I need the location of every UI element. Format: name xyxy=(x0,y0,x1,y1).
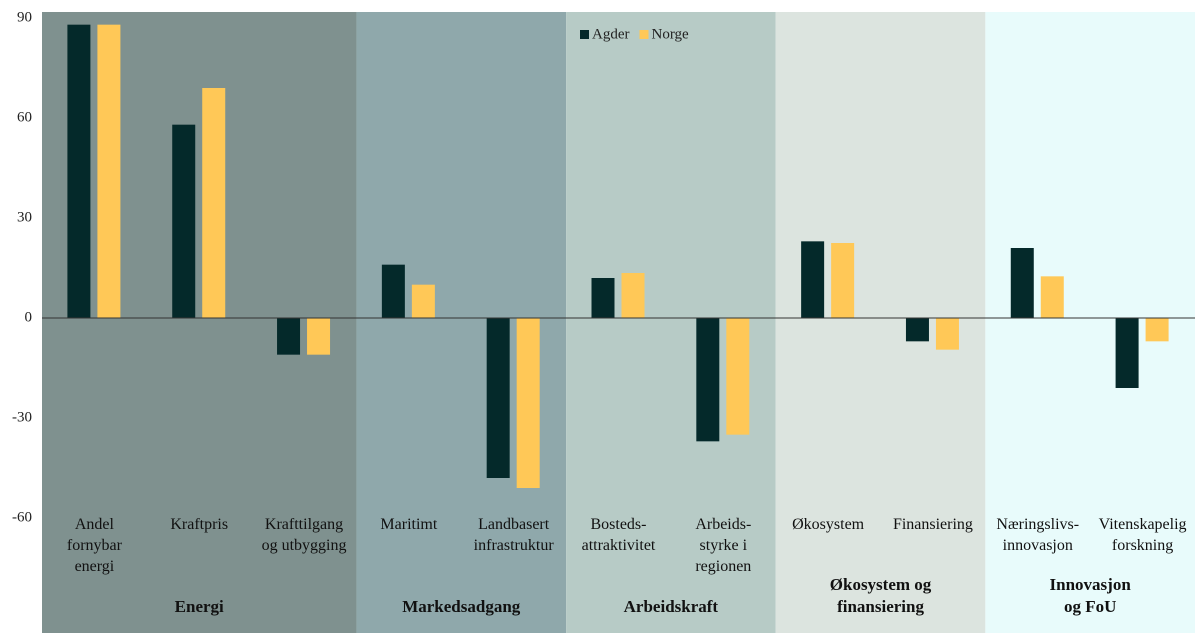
bar xyxy=(1010,248,1034,318)
x-tick-label: Finansiering xyxy=(892,516,973,533)
bar xyxy=(516,318,540,488)
x-tick-label: Vitenskapelig forskning xyxy=(1098,516,1187,554)
x-tick-label: Økosystem xyxy=(792,516,865,533)
x-tick-label: Bosteds- attraktivitet xyxy=(581,516,656,554)
y-tick-label: 0 xyxy=(25,309,33,325)
x-tick-label: Landbasert infrastruktur xyxy=(473,516,554,554)
bar xyxy=(486,318,510,478)
group-label: Arbeidskraft xyxy=(623,597,719,616)
x-tick-label: Andel fornybar energi xyxy=(66,516,122,575)
legend-swatch xyxy=(580,30,589,39)
bar xyxy=(935,318,959,350)
bar xyxy=(621,273,645,318)
x-tick-label: Maritimt xyxy=(380,516,438,533)
group-band xyxy=(42,12,357,633)
bar xyxy=(831,243,855,318)
bar xyxy=(801,241,825,318)
legend-swatch xyxy=(639,30,649,39)
bar xyxy=(307,318,331,355)
y-tick-label: 30 xyxy=(17,209,32,225)
y-tick-label: -30 xyxy=(12,409,32,425)
bar xyxy=(172,124,196,319)
bar xyxy=(1040,276,1064,318)
x-tick-label: Næringslivs- innovasjon xyxy=(996,516,1080,554)
bar xyxy=(411,284,435,318)
y-tick-label: 90 xyxy=(17,9,32,25)
bar xyxy=(202,88,226,318)
bar xyxy=(591,278,615,318)
legend-label: Agder xyxy=(592,26,630,42)
group-label: Økosystem og finansiering xyxy=(829,575,932,616)
bar xyxy=(97,24,121,319)
bar xyxy=(381,264,405,318)
y-tick-label: -60 xyxy=(12,509,32,525)
bar xyxy=(726,318,750,435)
group-label: Markedsadgang xyxy=(402,597,521,616)
x-tick-label: Kraftpris xyxy=(170,516,229,533)
bar xyxy=(905,318,929,342)
x-tick-label: Krafttilgang og utbygging xyxy=(261,516,347,554)
bar xyxy=(277,318,301,355)
y-tick-label: 60 xyxy=(17,109,32,125)
legend-label: Norge xyxy=(652,26,690,42)
bar xyxy=(1145,318,1169,342)
group-label: Innovasjon og FoU xyxy=(1049,575,1131,616)
x-tick-label: Arbeids- styrke i regionen xyxy=(695,516,752,575)
bar xyxy=(696,318,720,442)
bar xyxy=(1115,318,1139,388)
bar xyxy=(67,24,91,319)
group-label: Energi xyxy=(174,597,224,616)
